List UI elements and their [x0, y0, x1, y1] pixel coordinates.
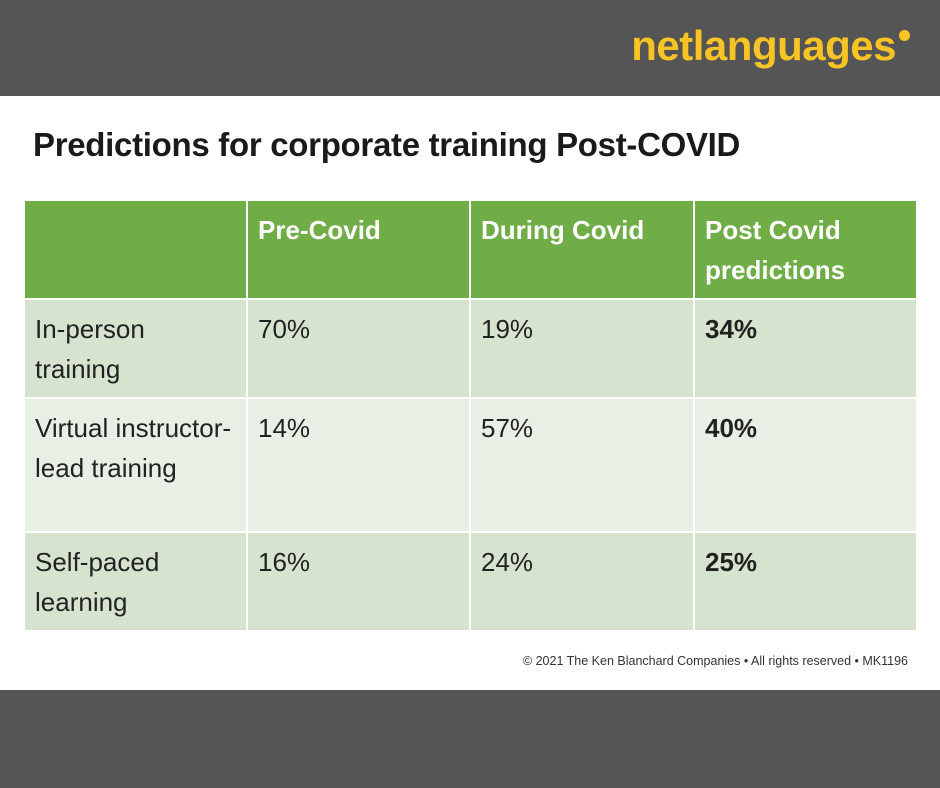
column-header: During Covid — [469, 199, 695, 300]
table-row: Virtual instructor-lead training 14% 57% 40… — [23, 397, 918, 533]
logo-dot — [899, 30, 910, 41]
table-row: In-person training 70% 19% 34% — [23, 298, 918, 399]
slide: Predictions for corporate training Post-… — [0, 96, 940, 690]
header-row: Pre-Covid During Covid Post Covid predicti… — [23, 199, 918, 300]
title: Predictions for corporate training Post-… — [33, 126, 741, 163]
corner-cell — [23, 199, 248, 300]
cell: 57% — [469, 397, 695, 533]
logo: netlanguages — [631, 22, 910, 70]
footer: © 2021 The Ken Blanchard Companies • All… — [522, 654, 908, 668]
cell: 40% — [693, 397, 918, 533]
row-label: Virtual instructor-lead training — [23, 397, 248, 533]
cell: 16% — [246, 531, 471, 632]
cell: 70% — [246, 298, 471, 399]
cell: 34% — [693, 298, 918, 399]
column-header: Post Covid predictions — [693, 199, 918, 300]
cell: 24% — [469, 531, 695, 632]
cell: 19% — [469, 298, 695, 399]
data-table: Pre-Covid During Covid Post Covid predicti… — [23, 199, 918, 632]
row-label: In-person training — [23, 298, 248, 399]
table-body: In-person training 70% 19% 34% Virtual instr… — [23, 298, 918, 632]
logo-text: netlanguages — [631, 22, 896, 69]
cell: 25% — [693, 531, 918, 632]
table-row: Self-paced learning 16% 24% 25% — [23, 531, 918, 632]
row-label: Self-paced learning — [23, 531, 248, 632]
cell: 14% — [246, 397, 471, 533]
column-header: Pre-Covid — [246, 199, 471, 300]
